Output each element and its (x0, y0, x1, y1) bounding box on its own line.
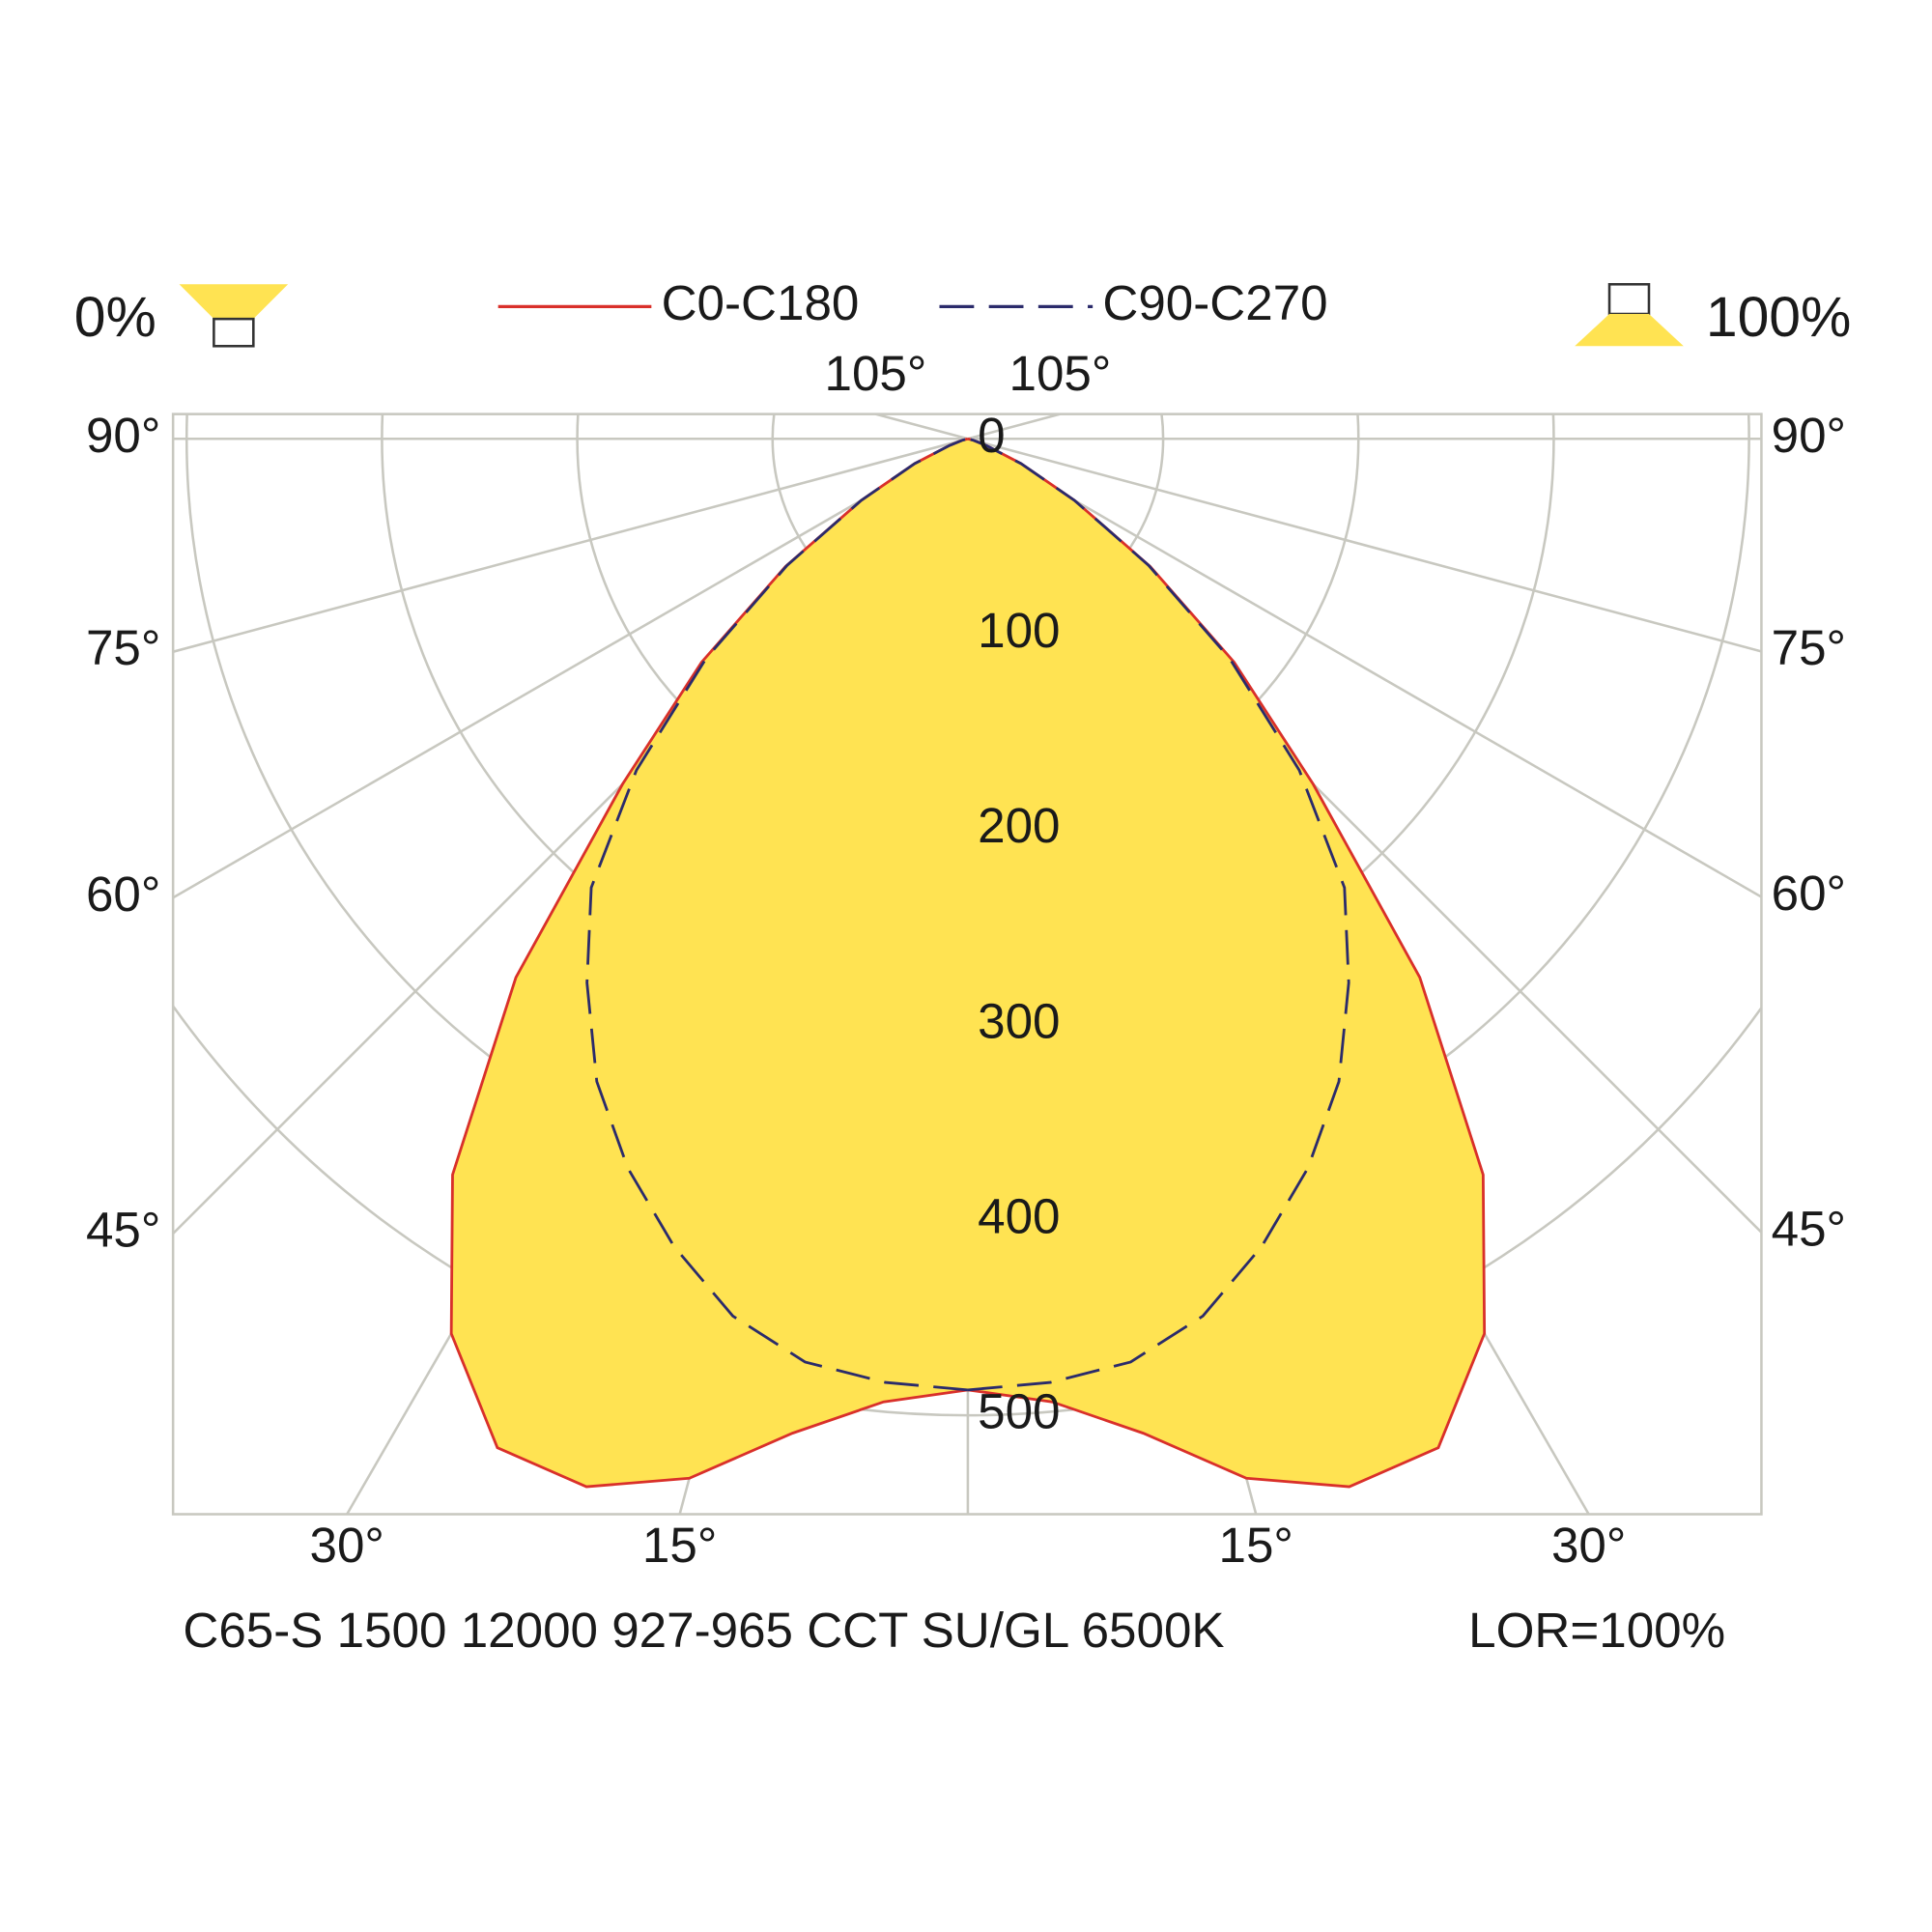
angle-tick-label: 90° (1772, 408, 1846, 463)
intensity-curve (967, 437, 1487, 1489)
angle-tick-label: 45° (86, 1203, 160, 1258)
legend-label: C0-C180 (662, 275, 860, 330)
grid-line (173, 438, 969, 899)
downlight-icon (179, 284, 289, 348)
angle-tick-label: 90° (86, 408, 160, 463)
footer-text: C65-S 1500 12000 927-965 CCT SU/GL 6500K (183, 1603, 1224, 1658)
grid-line (967, 413, 1061, 440)
angle-tick-label: 75° (86, 620, 160, 675)
r-tick-label: 300 (978, 993, 1060, 1048)
r-tick-label: 0 (978, 408, 1005, 463)
r-tick-label: 500 (978, 1384, 1060, 1439)
angle-tick-label: 60° (1772, 866, 1846, 921)
grid-line (967, 438, 1762, 653)
r-tick-label: 100 (978, 603, 1060, 658)
intensity-curve (585, 437, 969, 1392)
r-tick-label: 200 (978, 798, 1060, 853)
labels: 0 100 200 300 400 500 15° 15° 30° 30° 45° 45° 60° 60°… (86, 275, 1846, 1573)
angle-tick-label: 30° (309, 1518, 384, 1573)
angle-tick-label: 15° (1219, 1518, 1293, 1573)
plot-area (449, 437, 1487, 1489)
legend-label: C90-C270 (1102, 275, 1327, 330)
angle-tick-label: 75° (1772, 620, 1846, 675)
angle-tick-label: 45° (1772, 1201, 1846, 1256)
intensity-fill (451, 439, 1485, 1488)
intensity-curve (967, 437, 1350, 1392)
lor-text: LOR=100% (1468, 1603, 1725, 1658)
angle-tick-label: 105° (1009, 346, 1112, 401)
grid-line (173, 438, 969, 653)
grid-line (967, 438, 1762, 898)
angle-tick-label: 60° (86, 867, 160, 922)
upward-share: 100% (1706, 286, 1852, 349)
grid-line (875, 413, 969, 440)
plot-border (171, 412, 1763, 1516)
angle-tick-label: 30° (1551, 1518, 1626, 1573)
angle-tick-label: 105° (824, 346, 926, 401)
intensity-curve (449, 437, 969, 1489)
r-tick-label: 400 (978, 1188, 1060, 1243)
uplight-icon (1575, 283, 1684, 347)
angle-tick-label: 15° (642, 1518, 717, 1573)
downward-share: 0% (74, 286, 156, 349)
